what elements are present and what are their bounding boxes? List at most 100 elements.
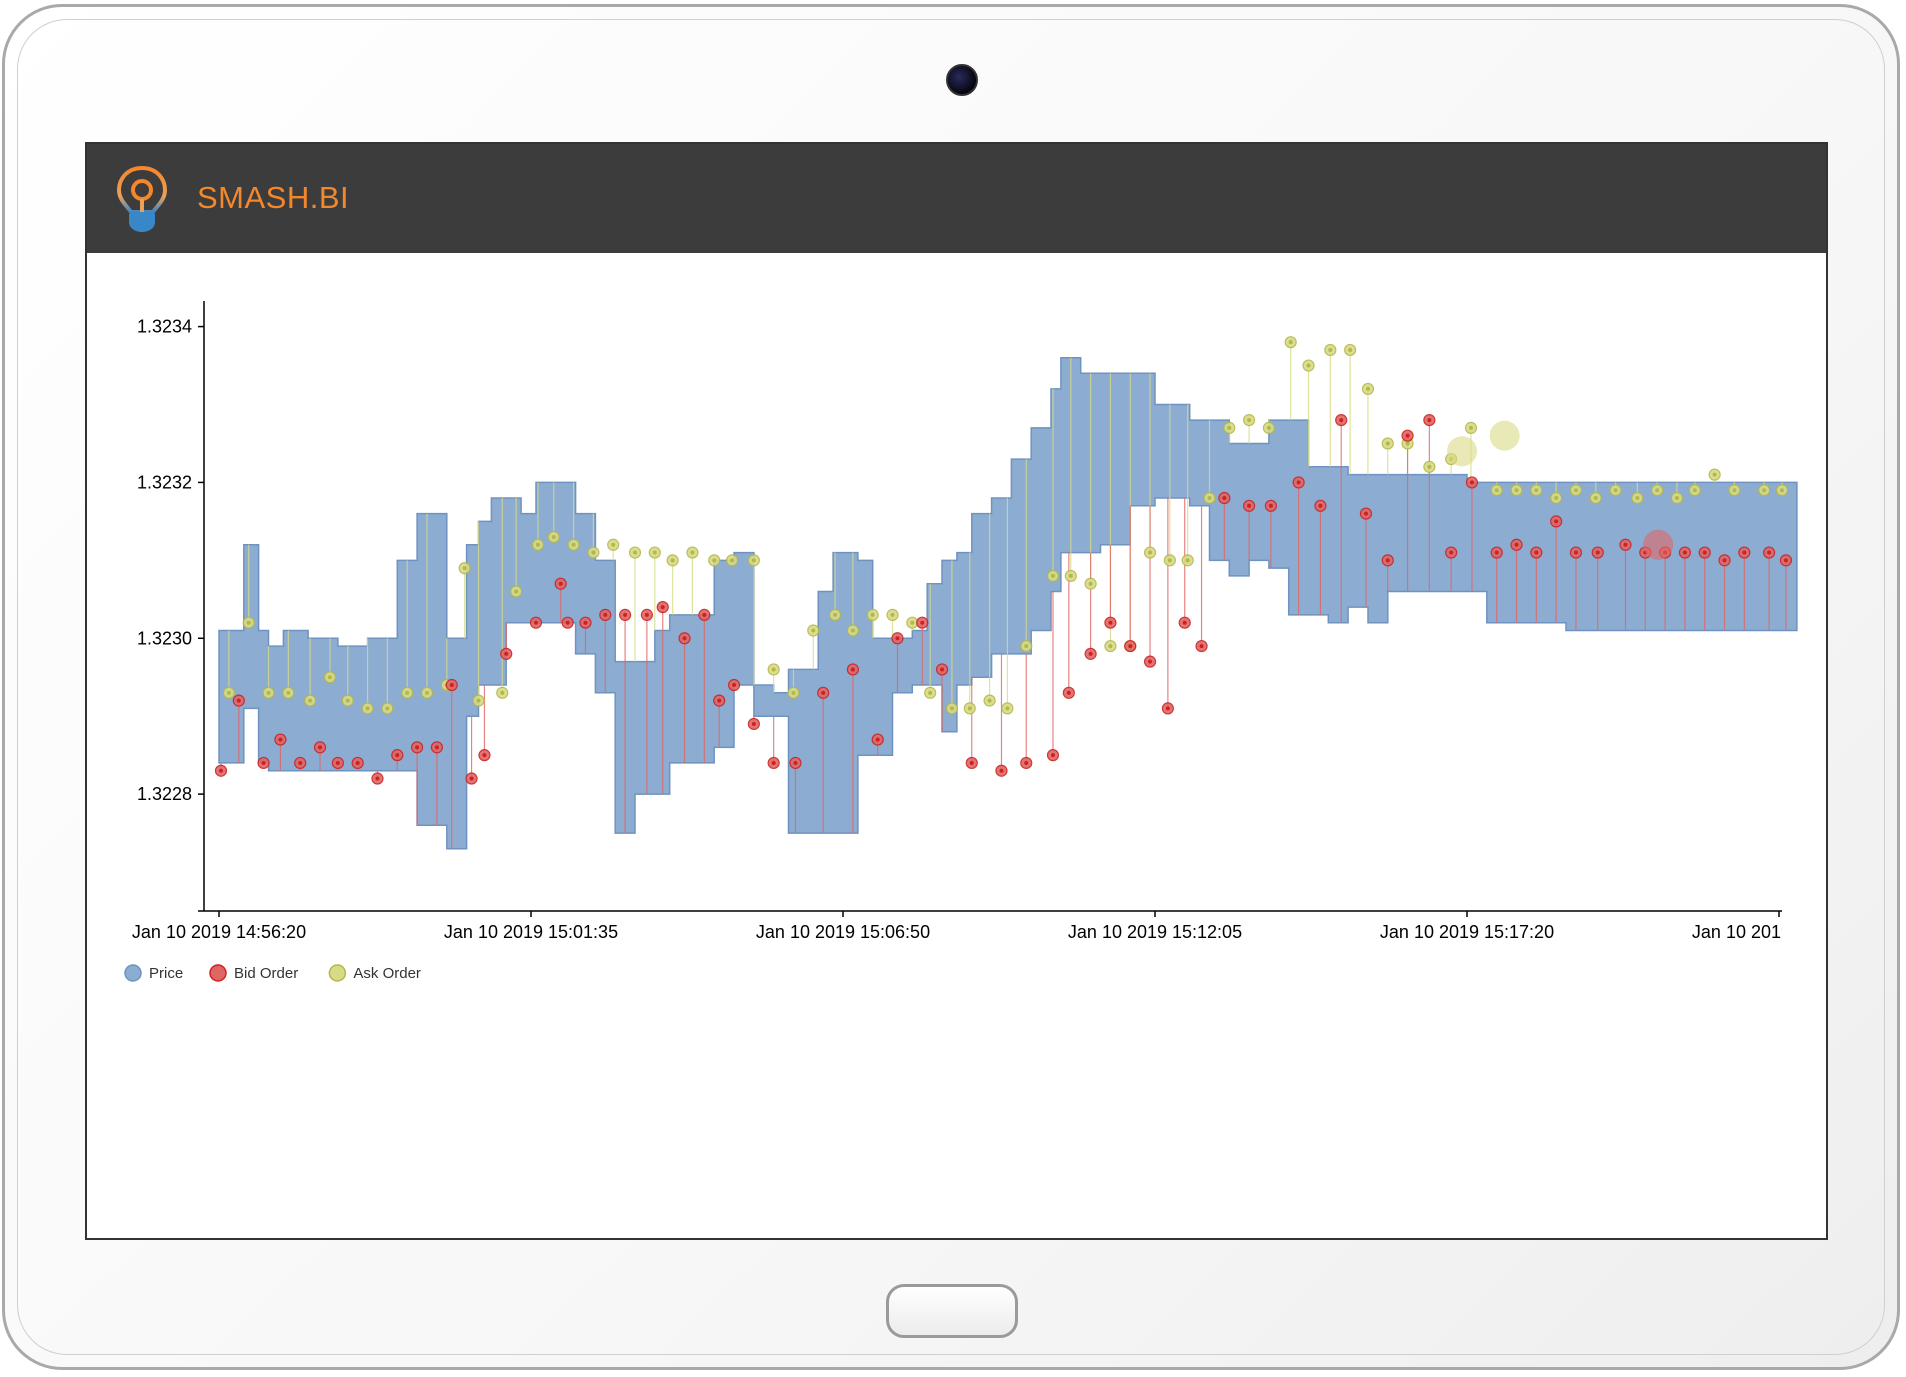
bid-order-dot-core bbox=[875, 737, 880, 742]
bid-order-dot-core bbox=[1108, 620, 1113, 625]
bid-order-dot-core bbox=[565, 620, 570, 625]
bid-order-dot-core bbox=[1494, 550, 1499, 555]
legend-swatch bbox=[328, 964, 347, 982]
x-tick-label: Jan 10 2019 15:01:35 bbox=[444, 922, 618, 942]
ask-order-dot-core bbox=[730, 558, 735, 563]
ask-order-dot-core bbox=[967, 706, 972, 711]
bid-order-dot-core bbox=[504, 651, 509, 656]
bid-order-dot-core bbox=[1767, 550, 1772, 555]
home-button[interactable] bbox=[886, 1284, 1018, 1338]
bid-order-dot-core bbox=[1247, 503, 1252, 508]
bid-order-dot-core bbox=[1339, 418, 1344, 423]
x-tick-label: Jan 10 2019 15:06:50 bbox=[756, 922, 930, 942]
highlight-marker bbox=[1489, 420, 1520, 451]
ask-order-dot-core bbox=[1692, 488, 1697, 493]
bid-order-dot-core bbox=[1682, 550, 1687, 555]
ask-order-dot-core bbox=[1108, 644, 1113, 649]
brand-title[interactable]: SMASH.BI bbox=[197, 180, 350, 215]
tablet-bezel bbox=[17, 19, 1885, 1355]
ask-order-dot-core bbox=[500, 690, 505, 695]
ask-order-dot-core bbox=[751, 558, 756, 563]
axes: 1.3228 1.3230 1.3232 1.3234 Jan 10 2019 14:5… bbox=[132, 301, 1782, 942]
bid-order-dot-core bbox=[1554, 519, 1559, 524]
bid-order-dot-core bbox=[1702, 550, 1707, 555]
ask-order-dot-core bbox=[1573, 488, 1578, 493]
bid-order-dot-core bbox=[583, 620, 588, 625]
y-tick-label: 1.3230 bbox=[137, 628, 192, 648]
y-tick-label: 1.3232 bbox=[137, 472, 192, 492]
legend-swatch bbox=[124, 964, 142, 982]
bid-order-dot-core bbox=[236, 698, 241, 703]
ask-order-dot-core bbox=[1427, 464, 1432, 469]
ask-order-dot-core bbox=[1024, 644, 1029, 649]
bid-order-dot-core bbox=[1427, 418, 1432, 423]
ask-order-dot-core bbox=[1068, 573, 1073, 578]
ask-order-dot-core bbox=[514, 589, 519, 594]
ask-order-dot-core bbox=[1779, 488, 1784, 493]
bid-order-dot-core bbox=[298, 760, 303, 765]
ask-order-dot-core bbox=[1732, 488, 1737, 493]
bid-order-dot-core bbox=[1296, 480, 1301, 485]
ask-order-dot-core bbox=[1328, 347, 1333, 352]
bid-order-dot-core bbox=[1268, 503, 1273, 508]
legend-label: Ask Order bbox=[353, 965, 421, 982]
ask-order-dot-core bbox=[850, 628, 855, 633]
bid-order-dot-core bbox=[278, 737, 283, 742]
ask-order-dot-core bbox=[1674, 496, 1679, 501]
ask-order-dot-core bbox=[987, 698, 992, 703]
ask-order-dot-core bbox=[791, 690, 796, 695]
ask-order-dot-core bbox=[226, 690, 231, 695]
highlight-marker bbox=[1643, 529, 1674, 560]
ask-order-dot-core bbox=[1266, 425, 1271, 430]
bid-order-dot-core bbox=[395, 753, 400, 758]
camera-icon bbox=[946, 64, 978, 96]
bid-order-dot-core bbox=[999, 768, 1004, 773]
ask-order-dot-core bbox=[890, 612, 895, 617]
legend-label: Price bbox=[149, 965, 183, 982]
bid-order-dot-core bbox=[644, 612, 649, 617]
ask-order-dot-core bbox=[571, 542, 576, 547]
ask-order-dot-core bbox=[1655, 488, 1660, 493]
ask-order-dot-core bbox=[1762, 488, 1767, 493]
ask-order-dot-core bbox=[833, 612, 838, 617]
ask-order-dot-core bbox=[1712, 472, 1717, 477]
x-tick-label: Jan 10 2019 15:12:05 bbox=[1068, 922, 1242, 942]
ask-order-dot-core bbox=[1613, 488, 1618, 493]
bid-order-dot-core bbox=[1534, 550, 1539, 555]
ask-order-dot-core bbox=[1365, 386, 1370, 391]
ask-order-dot-core bbox=[405, 690, 410, 695]
ask-order-dot-core bbox=[246, 620, 251, 625]
bid-order-dot-core bbox=[793, 760, 798, 765]
bid-order-dot-core bbox=[969, 760, 974, 765]
x-tick-label: Jan 10 2019 14:56:20 bbox=[132, 922, 306, 942]
ask-order-dot-core bbox=[611, 542, 616, 547]
ask-order-dot-core bbox=[670, 558, 675, 563]
x-tick-label: Jan 10 2019 15:17:20 bbox=[1380, 922, 1554, 942]
bid-order-dot-core bbox=[1222, 496, 1227, 501]
bid-order-dot-core bbox=[1318, 503, 1323, 508]
bid-order-dot-core bbox=[533, 620, 538, 625]
bid-order-dot-core bbox=[682, 636, 687, 641]
app-screen: SMASH.BI 1.3228 1.3230 1.3232 1.3234 Jan 10 … bbox=[85, 142, 1828, 1240]
ask-order-dot-core bbox=[1494, 488, 1499, 493]
ask-order-dot-core bbox=[1514, 488, 1519, 493]
bid-order-dot-core bbox=[558, 581, 563, 586]
ask-order-dot-core bbox=[811, 628, 816, 633]
bid-order-dot-core bbox=[1722, 558, 1727, 563]
y-tick-label: 1.3234 bbox=[137, 317, 192, 337]
bid-order-dot-core bbox=[603, 612, 608, 617]
ask-order-dot-core bbox=[1247, 418, 1252, 423]
app-header: SMASH.BI bbox=[87, 144, 1826, 253]
ask-order-dot-core bbox=[690, 550, 695, 555]
ask-order-dot-core bbox=[771, 667, 776, 672]
bid-order-dot-core bbox=[920, 620, 925, 625]
bid-order-dot-core bbox=[1623, 542, 1628, 547]
legend-label: Bid Order bbox=[234, 965, 298, 982]
y-tick-label: 1.3228 bbox=[137, 784, 192, 804]
bid-order-dot-core bbox=[335, 760, 340, 765]
lightbulb-icon[interactable] bbox=[115, 164, 169, 234]
ask-order-dot-core bbox=[1534, 488, 1539, 493]
bid-order-dot-core bbox=[1199, 644, 1204, 649]
bid-order-dot-core bbox=[1783, 558, 1788, 563]
bid-order-dot-core bbox=[1385, 558, 1390, 563]
